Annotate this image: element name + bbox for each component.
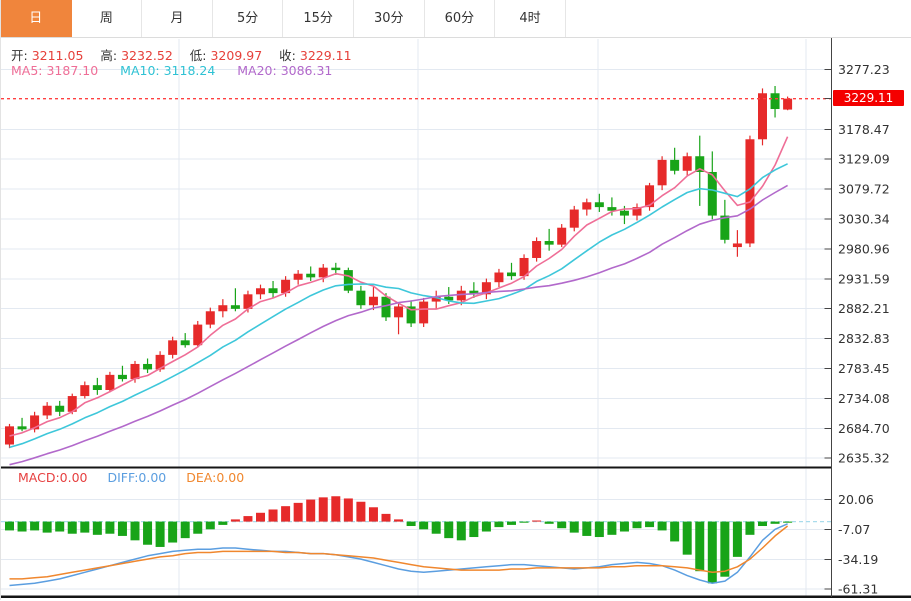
svg-text:2684.70: 2684.70 (838, 421, 890, 436)
svg-text:2734.08: 2734.08 (838, 391, 890, 406)
svg-text:3079.72: 3079.72 (838, 182, 890, 197)
chart-canvas[interactable]: 3277.23 3178.47 3129.09 3079.72 3030.34 2980.… (1, 38, 911, 601)
svg-text:-34.19: -34.19 (838, 552, 878, 567)
svg-text:2882.21: 2882.21 (838, 301, 890, 316)
svg-text:-61.31: -61.31 (838, 582, 878, 597)
tab-day[interactable]: 日 (1, 0, 72, 37)
timeframe-tabbar: 日 周 月 5分 15分 30分 60分 4时 (1, 0, 911, 38)
tab-week[interactable]: 周 (72, 0, 143, 37)
svg-text:2931.59: 2931.59 (838, 271, 890, 286)
svg-text:3277.23: 3277.23 (838, 62, 890, 77)
tab-15min[interactable]: 15分 (283, 0, 354, 37)
svg-text:2635.32: 2635.32 (838, 451, 890, 466)
kline-plot: 3277.23 3178.47 3129.09 3079.72 3030.34 2980.… (1, 38, 911, 598)
tab-30min[interactable]: 30分 (354, 0, 425, 37)
svg-text:2783.45: 2783.45 (838, 361, 890, 376)
svg-text:20.06: 20.06 (838, 492, 874, 507)
tabbar-spacer (566, 0, 911, 37)
tab-5min[interactable]: 5分 (213, 0, 284, 37)
last-price-badge: 3229.11 (833, 90, 904, 106)
tab-month[interactable]: 月 (142, 0, 213, 37)
tab-60min[interactable]: 60分 (425, 0, 496, 37)
svg-text:-7.07: -7.07 (838, 522, 870, 537)
tab-4hour[interactable]: 4时 (495, 0, 566, 37)
svg-text:2832.83: 2832.83 (838, 331, 890, 346)
svg-text:3030.34: 3030.34 (838, 212, 890, 227)
svg-text:3129.09: 3129.09 (838, 152, 890, 167)
svg-text:2980.96: 2980.96 (838, 241, 890, 256)
svg-text:3178.47: 3178.47 (838, 122, 890, 137)
